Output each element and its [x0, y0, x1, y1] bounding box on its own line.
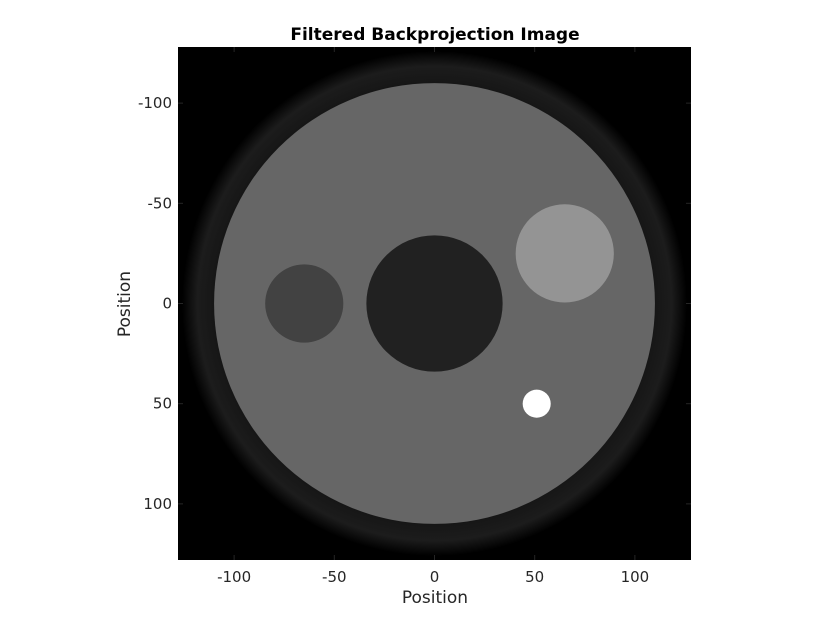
x-tick-label: -100: [217, 568, 251, 586]
y-tick-label: -100: [138, 94, 172, 112]
x-tick-label: 100: [621, 568, 650, 586]
x-tick-label: 0: [430, 568, 440, 586]
y-tick-label: 100: [143, 495, 172, 513]
shape-left-disc: [265, 264, 344, 343]
chart-title: Filtered Backprojection Image: [290, 25, 579, 45]
x-tick-label: 50: [525, 568, 544, 586]
plot-area: [178, 47, 691, 560]
y-tick-label: -50: [148, 194, 173, 212]
x-tick-label: -50: [322, 568, 347, 586]
shape-upper-right-disc: [515, 204, 614, 303]
axes: -100 -50 0 50 100 -100 -50 0 50 100: [138, 47, 691, 586]
y-axis-label: Position: [115, 271, 135, 337]
y-tick-label: 0: [162, 295, 172, 313]
y-tick-label: 50: [153, 395, 172, 413]
shape-center-disc: [366, 235, 503, 372]
shape-bright-dot: [522, 389, 551, 418]
x-axis-label: Position: [402, 588, 468, 608]
